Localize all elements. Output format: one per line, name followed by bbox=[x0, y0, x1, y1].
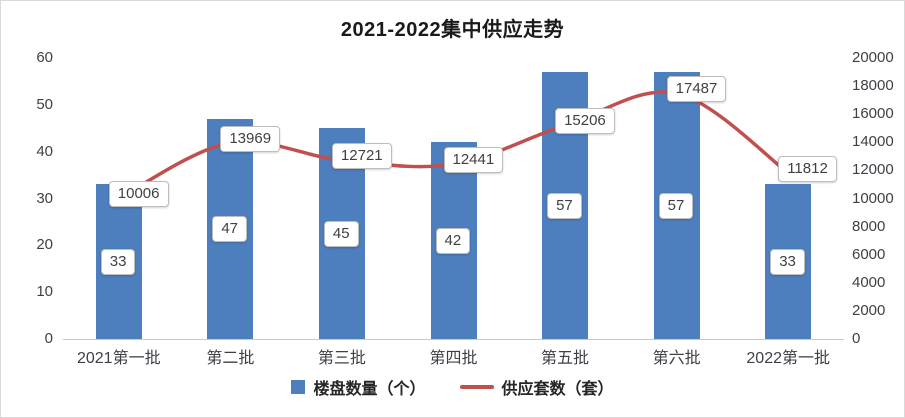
right-axis-tick-label: 10000 bbox=[852, 189, 894, 207]
x-axis-category-label: 第三批 bbox=[317, 350, 366, 367]
right-axis-tick-label: 2000 bbox=[852, 301, 886, 319]
x-axis-line bbox=[63, 339, 844, 340]
line-data-label: 13969 bbox=[220, 125, 281, 152]
bar-data-label: 45 bbox=[323, 220, 359, 247]
bar-data-label: 57 bbox=[547, 192, 582, 219]
bar-data-label: 33 bbox=[100, 248, 136, 275]
left-axis-tick-label: 50 bbox=[36, 95, 53, 113]
line-series-swatch bbox=[459, 385, 494, 389]
line-data-label: 11812 bbox=[778, 156, 837, 183]
right-axis-tick-label: 16000 bbox=[852, 105, 894, 123]
line-data-label: 15206 bbox=[555, 108, 615, 135]
bar-data-label: 33 bbox=[770, 248, 805, 275]
right-axis-tick-label: 4000 bbox=[852, 273, 886, 291]
x-axis-category-label: 2022第一批 bbox=[746, 350, 830, 367]
legend-bar-label: 楼盘数量（个） bbox=[313, 381, 426, 398]
line-data-label: 12441 bbox=[443, 147, 504, 174]
right-axis-tick-label: 18000 bbox=[852, 77, 894, 95]
x-axis-category-label: 2021第一批 bbox=[76, 350, 161, 367]
left-axis-tick-label: 60 bbox=[36, 49, 53, 66]
bar-series-swatch bbox=[291, 380, 306, 394]
x-axis-category-label: 第五批 bbox=[541, 350, 590, 367]
legend-line-label: 供应套数（套） bbox=[501, 381, 614, 398]
left-axis-tick-label: 0 bbox=[44, 330, 53, 347]
right-axis-tick-label: 14000 bbox=[852, 133, 894, 151]
right-axis-tick-label: 8000 bbox=[852, 217, 886, 235]
chart-title: 2021-2022集中供应走势 bbox=[340, 19, 565, 41]
line-data-label: 10006 bbox=[108, 181, 169, 208]
line-data-label: 17487 bbox=[666, 76, 727, 103]
bar-data-label: 47 bbox=[212, 215, 248, 242]
bar-data-label: 57 bbox=[658, 192, 694, 219]
right-axis-tick-label: 12000 bbox=[852, 161, 894, 179]
x-axis-category-label: 第四批 bbox=[429, 350, 478, 367]
right-axis-tick-label: 20000 bbox=[852, 49, 894, 66]
legend-item-bar: 楼盘数量（个） bbox=[291, 375, 426, 399]
right-axis-tick-label: 0 bbox=[852, 330, 861, 347]
x-axis-category-label: 第六批 bbox=[652, 350, 701, 367]
chart-legend: 楼盘数量（个） 供应套数（套） bbox=[1, 375, 904, 399]
left-axis-tick-label: 40 bbox=[36, 142, 53, 160]
left-axis-tick-label: 30 bbox=[36, 189, 53, 207]
legend-item-line: 供应套数（套） bbox=[459, 375, 614, 399]
right-axis-tick-label: 6000 bbox=[852, 245, 886, 263]
left-axis-tick-label: 10 bbox=[36, 283, 53, 301]
line-data-label: 12721 bbox=[331, 143, 392, 170]
x-axis-category-label: 第二批 bbox=[206, 350, 255, 367]
left-axis-tick-label: 20 bbox=[36, 236, 53, 254]
bar-data-label: 42 bbox=[435, 227, 471, 254]
